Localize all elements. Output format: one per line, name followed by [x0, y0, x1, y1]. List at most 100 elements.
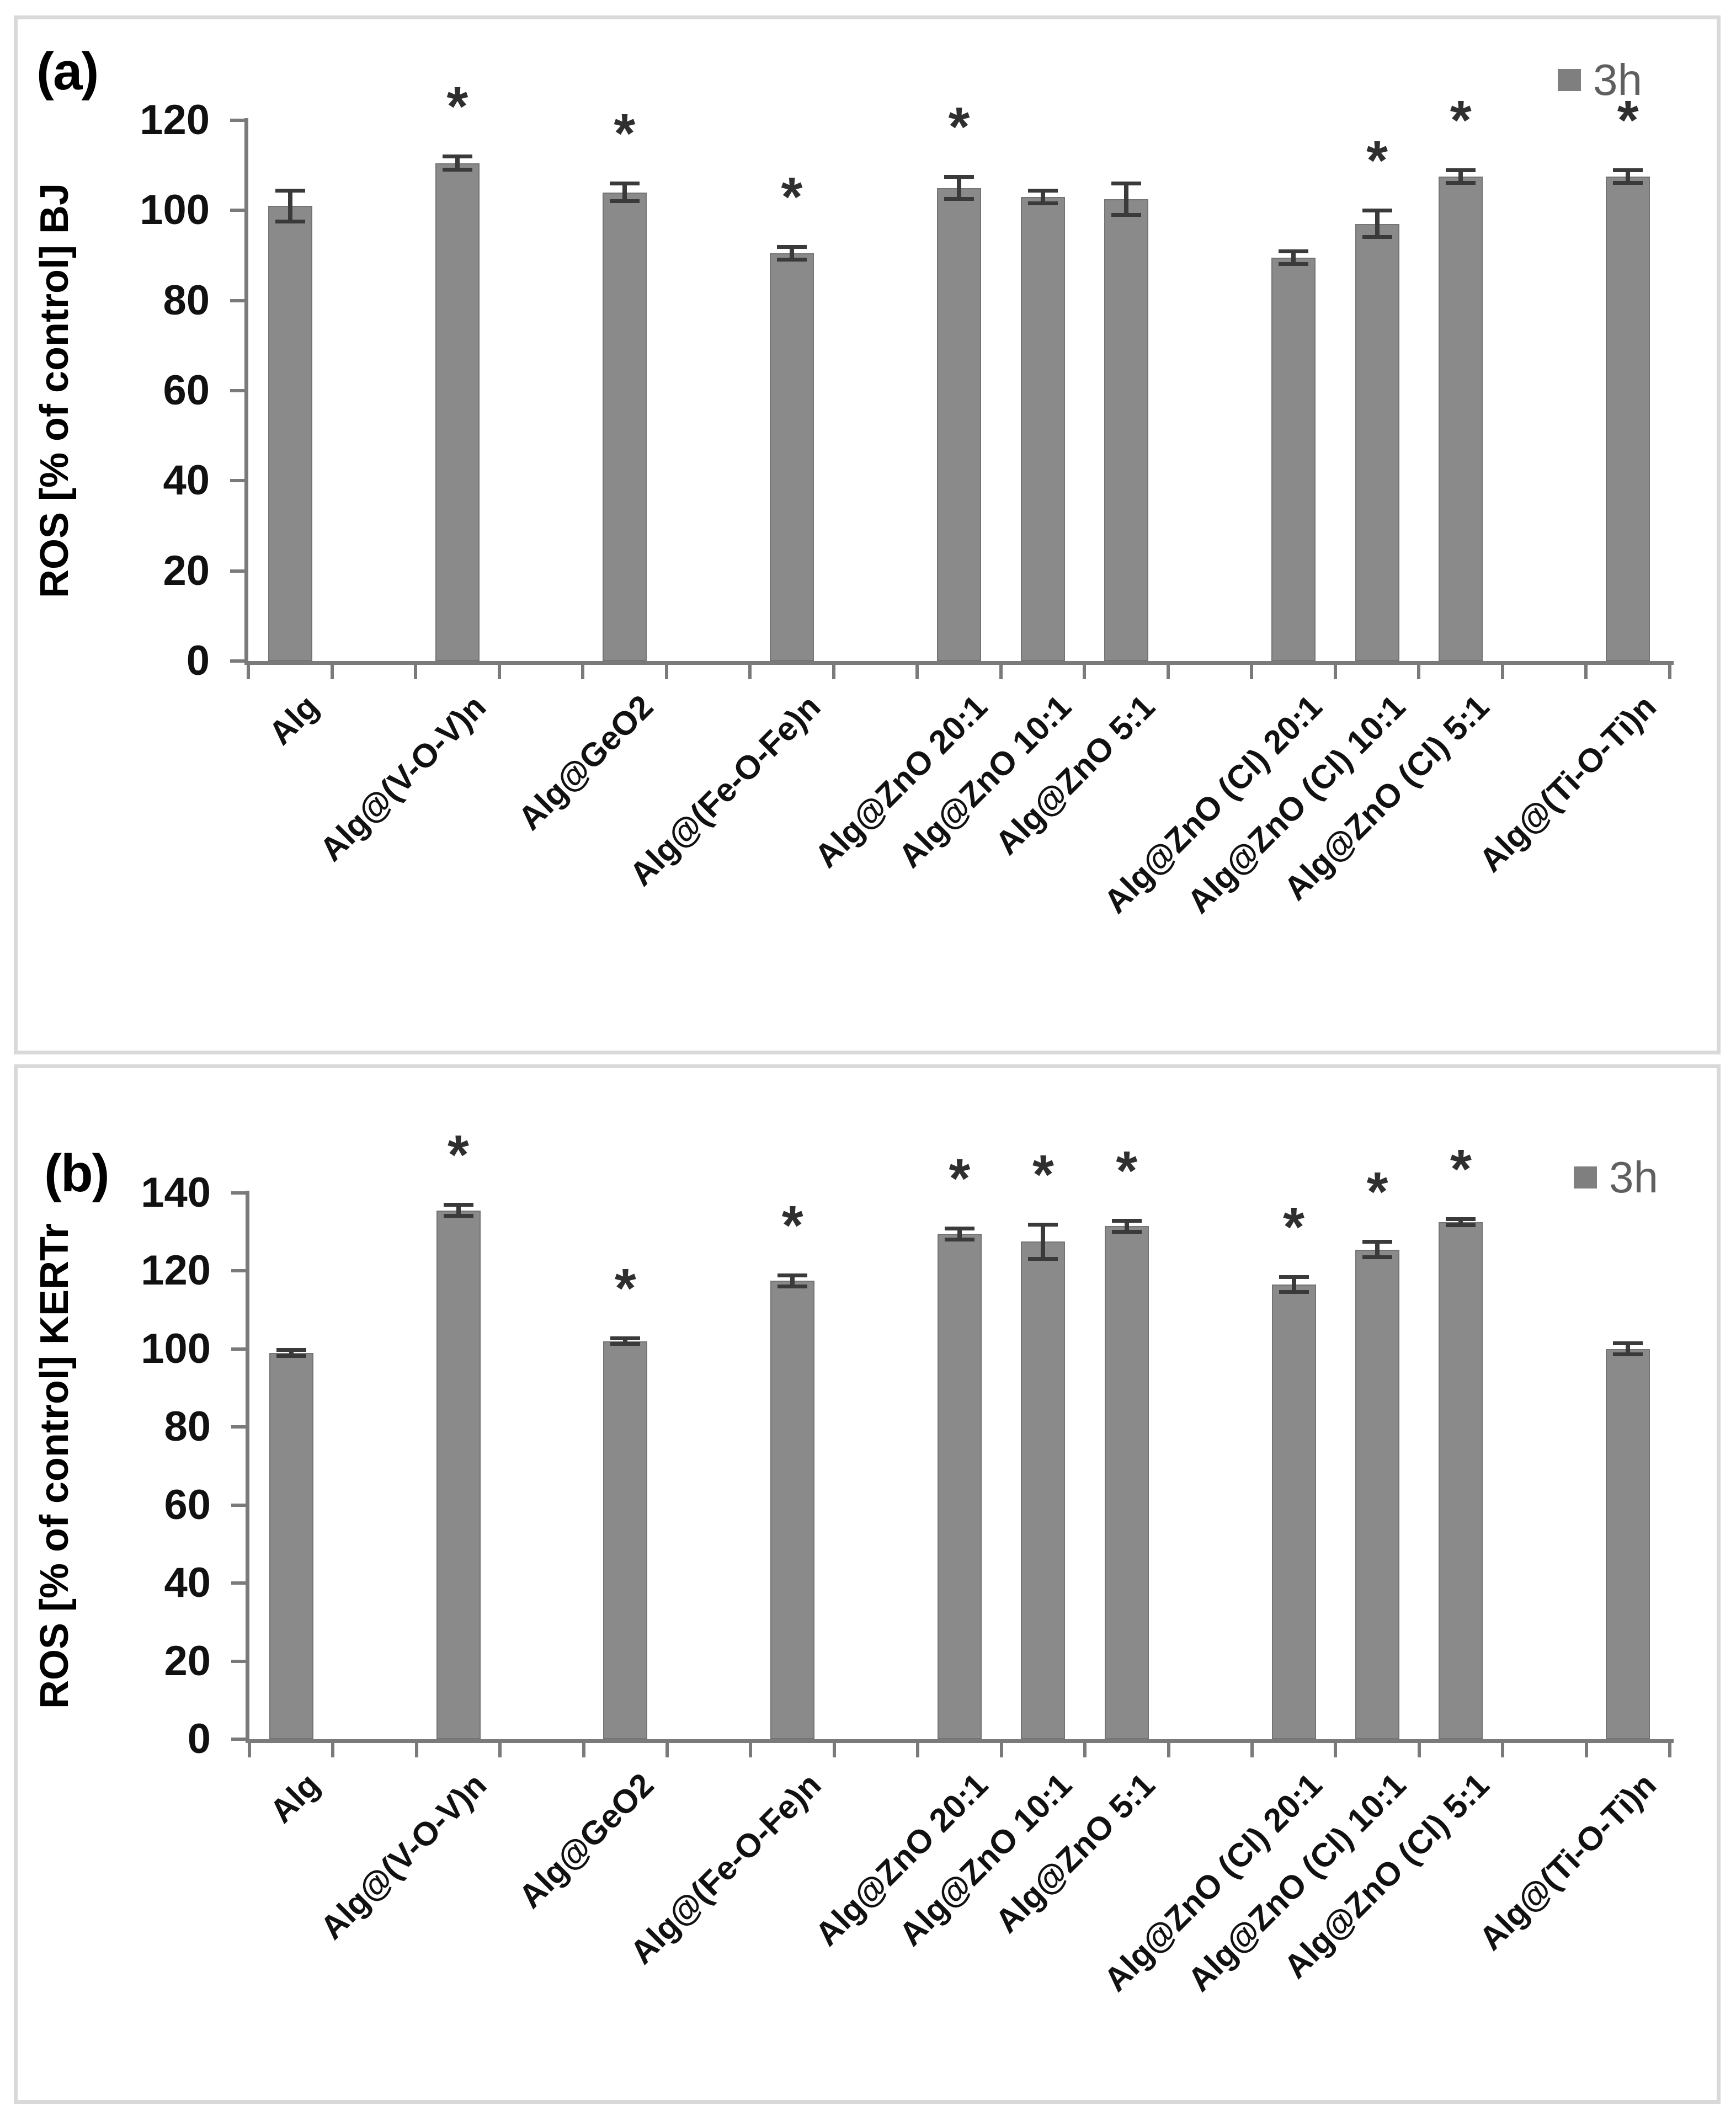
error-bar-cap-bottom	[442, 167, 472, 172]
x-axis-tick	[331, 1742, 335, 1757]
y-tick-label: 40	[164, 1559, 211, 1607]
x-tick-label: Alg@(V-O-V)n	[312, 688, 493, 868]
y-axis-tick	[230, 659, 246, 663]
panel-b-label: (b)	[44, 1144, 110, 1203]
bar-Alg@GeO2	[603, 1341, 648, 1739]
error-bar-cap-bottom	[1027, 201, 1058, 206]
x-axis-tick	[999, 664, 1003, 679]
error-bar-cap-bottom	[1446, 1223, 1476, 1227]
y-axis-tick	[231, 1738, 247, 1741]
x-axis-tick	[1417, 1742, 1421, 1757]
error-bar-cap-bottom	[443, 1214, 473, 1218]
error-bar-line	[1291, 251, 1296, 265]
error-bar-cap-bottom	[275, 219, 305, 223]
error-bar-cap-top	[443, 1203, 473, 1207]
y-axis-tick	[230, 389, 246, 392]
x-tick-label: Alg@(V-O-V)n	[313, 1766, 494, 1947]
bar-Alg	[269, 1352, 313, 1739]
significance-asterisk: *	[614, 103, 636, 165]
x-axis-tick	[1083, 1742, 1087, 1757]
y-axis-tick	[231, 1191, 247, 1195]
y-tick-label: 0	[186, 637, 210, 684]
legend-label: 3h	[1609, 1153, 1658, 1202]
error-bar-cap-top	[275, 188, 305, 193]
bar-Alg@(Ti-O-Ti)n	[1606, 177, 1650, 661]
error-bar-line	[1041, 1224, 1046, 1260]
error-bar-cap-top	[1362, 209, 1392, 213]
bar-Alg	[268, 206, 312, 661]
error-bar-cap-bottom	[1613, 1352, 1643, 1357]
x-tick-label: Alg@(Ti-O-Ti)n	[1472, 688, 1664, 880]
y-tick-label: 60	[163, 367, 210, 414]
significance-asterisk: *	[446, 76, 468, 138]
error-bar-line	[1291, 1277, 1296, 1293]
error-bar-cap-top	[1279, 1275, 1309, 1280]
significance-asterisk: *	[614, 1257, 636, 1320]
error-bar-line	[1124, 183, 1129, 215]
legend-swatch-icon	[1558, 69, 1581, 91]
error-bar-cap-top	[1446, 1217, 1476, 1222]
bar-Alg@ZnO 10:1	[1021, 1241, 1066, 1739]
significance-asterisk: *	[1366, 1161, 1388, 1223]
bar-Alg@(V-O-V)n	[435, 163, 480, 661]
y-tick-label: 100	[140, 186, 210, 234]
panel-a: (a) ROS [% of control] BJ 3h 0 20 40 60 80 10…	[14, 15, 1721, 1054]
significance-asterisk: *	[948, 96, 970, 158]
panel-b: (b) ROS [% of control] KERTr 3h 0 20 40 60 8…	[14, 1064, 1721, 2104]
legend-swatch-icon	[1574, 1166, 1597, 1189]
x-axis-tick	[497, 664, 501, 679]
x-axis-tick	[247, 664, 250, 679]
error-bar-line	[1626, 1343, 1631, 1355]
x-axis-tick	[1500, 664, 1504, 679]
error-bar-cap-bottom	[944, 196, 974, 201]
error-bar-cap-bottom	[1362, 235, 1392, 239]
bar-Alg@(Ti-O-Ti)n	[1606, 1349, 1650, 1739]
y-tick-label: 20	[164, 1637, 211, 1685]
legend-b: 3h	[1574, 1155, 1658, 1200]
x-axis-tick	[1668, 1742, 1671, 1757]
error-bar-line	[1458, 1219, 1463, 1225]
y-axis-tick	[230, 299, 246, 302]
x-axis-tick	[916, 1742, 920, 1757]
error-bar-cap-bottom	[778, 1284, 808, 1288]
x-axis-tick	[582, 1742, 585, 1757]
y-axis-tick	[230, 479, 246, 483]
x-tick-label: Alg@GeO2	[512, 1766, 661, 1915]
error-bar-cap-top	[944, 175, 974, 179]
x-axis-tick	[665, 1742, 669, 1757]
x-axis-tick	[1250, 664, 1254, 679]
x-axis-tick	[581, 664, 585, 679]
x-axis-tick	[248, 1742, 251, 1757]
y-tick-label: 140	[141, 1169, 211, 1216]
bar-Alg@ZnO 20:1	[938, 1234, 982, 1739]
bar-Alg@ZnO (Cl) 20:1	[1271, 1285, 1316, 1739]
y-tick-label: 0	[187, 1715, 211, 1762]
x-tick-label: Alg	[263, 1766, 327, 1830]
y-tick-label: 40	[163, 457, 210, 504]
error-bar-cap-bottom	[1111, 1229, 1142, 1234]
error-bar-cap-top	[1279, 249, 1309, 253]
x-axis-tick	[414, 664, 418, 679]
y-axis-tick	[230, 119, 246, 122]
significance-asterisk: *	[1116, 1139, 1138, 1202]
bar-Alg@ZnO 5:1	[1104, 1226, 1149, 1739]
error-bar-cap-top	[1028, 1222, 1058, 1227]
error-bar-cap-top	[610, 1336, 641, 1341]
y-axis-line	[246, 1191, 249, 1742]
x-axis-tick	[832, 664, 835, 679]
error-bar-cap-top	[1613, 1341, 1643, 1346]
error-bar-line	[1375, 1241, 1380, 1257]
x-axis-line	[244, 661, 1674, 665]
error-bar-line	[455, 156, 460, 170]
significance-asterisk: *	[1032, 1143, 1054, 1206]
y-axis-tick	[231, 1425, 247, 1429]
error-bar-line	[456, 1205, 461, 1217]
significance-asterisk: *	[1617, 89, 1639, 151]
y-axis-tick	[230, 209, 246, 212]
legend-label: 3h	[1593, 55, 1642, 104]
y-tick-label: 60	[164, 1481, 211, 1528]
y-axis-line	[244, 118, 248, 664]
bar-Alg@ZnO (Cl) 5:1	[1439, 177, 1483, 661]
error-bar-cap-bottom	[1362, 1255, 1393, 1259]
error-bar-line	[1124, 1220, 1129, 1232]
